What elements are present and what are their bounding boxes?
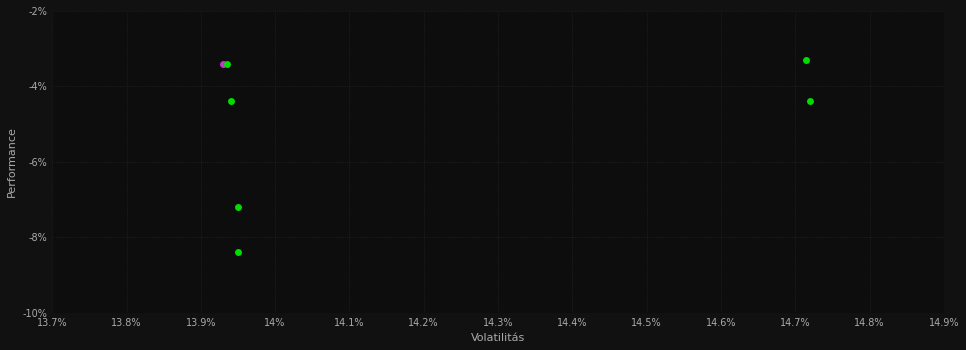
X-axis label: Volatilitás: Volatilitás bbox=[470, 333, 526, 343]
Point bbox=[230, 250, 245, 255]
Point bbox=[219, 61, 235, 66]
Point bbox=[223, 99, 239, 104]
Point bbox=[803, 99, 818, 104]
Point bbox=[215, 61, 231, 66]
Point bbox=[799, 57, 814, 63]
Y-axis label: Performance: Performance bbox=[7, 126, 17, 197]
Point bbox=[230, 204, 245, 210]
